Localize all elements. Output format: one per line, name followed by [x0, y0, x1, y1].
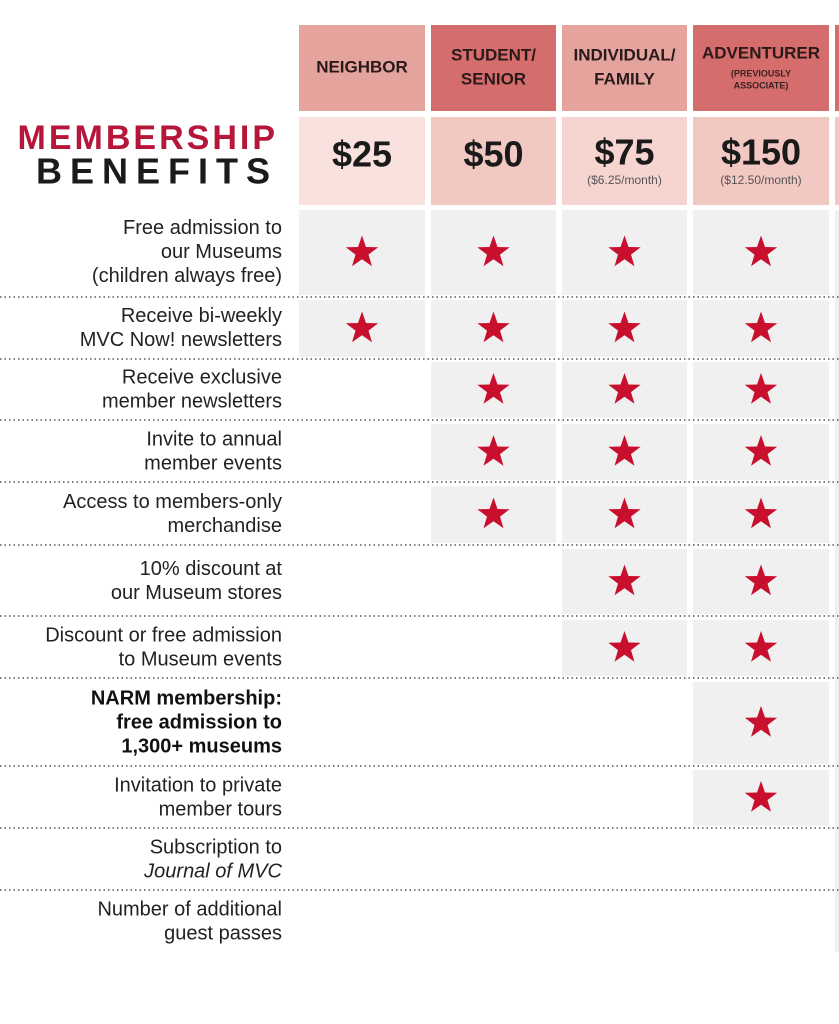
tier-price: $50	[463, 134, 523, 175]
benefit-text: 10% discount at	[140, 558, 283, 580]
tier-name: ADVENTURER	[702, 43, 820, 62]
tier-header	[562, 25, 687, 111]
star	[477, 235, 510, 267]
star	[744, 435, 778, 466]
star	[608, 497, 641, 529]
benefit-text: our Museums	[161, 241, 282, 263]
tier-price-cell	[562, 117, 687, 205]
star	[608, 373, 641, 404]
star	[744, 781, 778, 812]
benefit-text: member newsletters	[102, 390, 282, 412]
benefit-text: member events	[144, 452, 282, 474]
benefit-text: guest passes	[164, 922, 282, 944]
benefit-text: Subscription to	[150, 836, 282, 858]
tier-name: NEIGHBOR	[316, 57, 408, 76]
tier-price: $150	[721, 132, 801, 173]
star	[608, 235, 641, 267]
tier-header	[299, 25, 425, 111]
star	[608, 631, 641, 662]
benefit-text: 1,300+ museums	[121, 735, 282, 757]
star	[744, 706, 778, 737]
tier-name: FAMILY	[594, 69, 655, 88]
cut-off-column	[835, 210, 839, 952]
star	[744, 373, 778, 404]
star	[744, 564, 778, 596]
benefit-text: merchandise	[167, 515, 282, 537]
benefit-text: MVC Now! newsletters	[80, 329, 282, 351]
benefit-text: Free admission to	[123, 217, 282, 239]
star	[744, 631, 778, 662]
tier-header	[693, 25, 829, 111]
benefit-text: to Museum events	[119, 648, 282, 670]
benefit-text: Receive bi-weekly	[121, 305, 282, 327]
star	[477, 373, 510, 404]
star	[744, 497, 778, 529]
tier-price-cell	[693, 117, 829, 205]
benefit-text: Journal of MVC	[143, 860, 282, 882]
cut-off-header	[835, 25, 839, 111]
benefit-text: Receive exclusive	[122, 366, 282, 388]
tier-note: (PREVIOUSLY	[731, 68, 791, 78]
tier-price-cell	[299, 117, 425, 205]
benefit-text: Invitation to private	[114, 774, 282, 796]
benefit-text: Invite to annual	[146, 428, 282, 450]
tier-monthly: ($12.50/month)	[720, 173, 801, 187]
star	[345, 311, 379, 343]
star	[477, 311, 510, 343]
star	[608, 311, 641, 343]
benefit-text: NARM membership:	[91, 687, 282, 709]
tier-price: $75	[594, 132, 654, 173]
star	[477, 435, 510, 466]
tier-name: STUDENT/	[451, 45, 536, 64]
cut-off-price	[835, 117, 839, 205]
title-line1: MEMBERSHIP	[18, 119, 278, 157]
star	[477, 497, 510, 529]
benefit-text: (children always free)	[92, 265, 282, 287]
tier-name: INDIVIDUAL/	[574, 45, 676, 64]
star	[345, 235, 379, 267]
tier-monthly: ($6.25/month)	[587, 173, 662, 187]
benefit-text: our Museum stores	[111, 582, 282, 604]
benefit-text: Access to members-only	[63, 491, 282, 513]
benefit-text: free admission to	[116, 711, 282, 733]
benefit-text: Discount or free admission	[45, 624, 282, 646]
benefit-text: Number of additional	[97, 898, 282, 920]
tier-header	[431, 25, 556, 111]
tier-price-cell	[431, 117, 556, 205]
star	[744, 311, 778, 343]
tier-note: ASSOCIATE)	[734, 80, 789, 90]
star	[608, 564, 641, 596]
star	[744, 235, 778, 267]
title-line2: BENEFITS	[36, 151, 278, 192]
tier-name: SENIOR	[461, 69, 526, 88]
benefit-text: member tours	[159, 798, 282, 820]
tier-price: $25	[332, 134, 392, 175]
star	[608, 435, 641, 466]
